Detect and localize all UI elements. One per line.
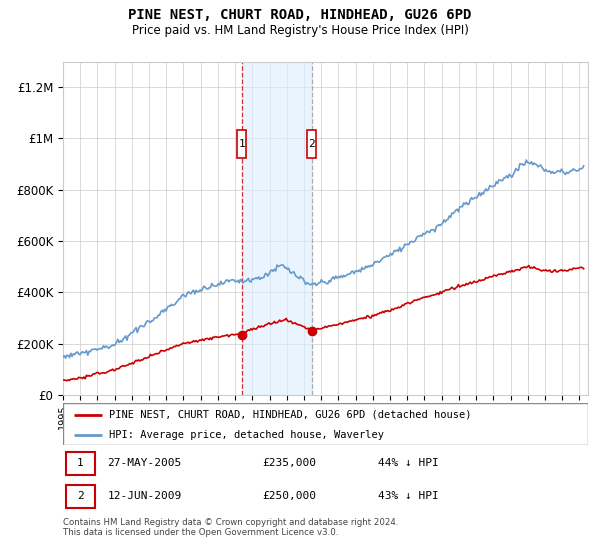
Text: 1: 1 xyxy=(77,458,83,468)
FancyBboxPatch shape xyxy=(65,451,95,474)
Text: PINE NEST, CHURT ROAD, HINDHEAD, GU26 6PD: PINE NEST, CHURT ROAD, HINDHEAD, GU26 6P… xyxy=(128,8,472,22)
Text: 1: 1 xyxy=(238,139,245,148)
Text: 44% ↓ HPI: 44% ↓ HPI xyxy=(378,458,439,468)
Text: PINE NEST, CHURT ROAD, HINDHEAD, GU26 6PD (detached house): PINE NEST, CHURT ROAD, HINDHEAD, GU26 6P… xyxy=(109,410,472,420)
Text: £250,000: £250,000 xyxy=(263,491,317,501)
Text: 2: 2 xyxy=(308,139,315,148)
Text: HPI: Average price, detached house, Waverley: HPI: Average price, detached house, Wave… xyxy=(109,430,384,440)
Bar xyxy=(242,62,311,395)
FancyBboxPatch shape xyxy=(238,129,246,158)
FancyBboxPatch shape xyxy=(307,129,316,158)
FancyBboxPatch shape xyxy=(65,485,95,508)
Text: 12-JUN-2009: 12-JUN-2009 xyxy=(107,491,182,501)
Text: 2: 2 xyxy=(77,491,83,501)
Text: Price paid vs. HM Land Registry's House Price Index (HPI): Price paid vs. HM Land Registry's House … xyxy=(131,24,469,36)
FancyBboxPatch shape xyxy=(63,403,588,445)
Text: Contains HM Land Registry data © Crown copyright and database right 2024.
This d: Contains HM Land Registry data © Crown c… xyxy=(63,518,398,538)
Text: 43% ↓ HPI: 43% ↓ HPI xyxy=(378,491,439,501)
Text: £235,000: £235,000 xyxy=(263,458,317,468)
Text: 27-MAY-2005: 27-MAY-2005 xyxy=(107,458,182,468)
